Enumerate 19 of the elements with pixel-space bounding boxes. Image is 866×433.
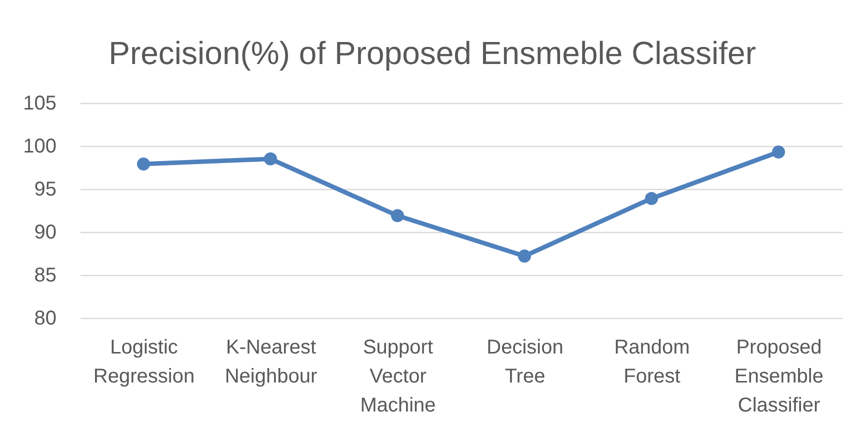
point xyxy=(518,250,532,263)
y-tick-label: 80 xyxy=(34,308,56,330)
point xyxy=(644,192,658,205)
x-tick-label: Decision Tree xyxy=(486,336,564,388)
y-tick-label: 105 xyxy=(23,92,56,114)
x-tick-label: Support Vector Machine xyxy=(360,336,436,416)
chart-title: Precision(%) of Proposed Ensmeble Classifer xyxy=(108,35,756,71)
point xyxy=(264,152,278,166)
point xyxy=(390,209,404,222)
x-tick-label: Proposed Ensemble Classifier xyxy=(734,336,824,416)
x-tick-label: Logistic Regression xyxy=(93,336,195,388)
x-tick-label: Random Forest xyxy=(614,336,690,388)
point xyxy=(136,158,150,171)
x-tick-label: K-Nearest Neighbour xyxy=(224,336,318,388)
y-tick-label: 85 xyxy=(34,264,56,286)
point xyxy=(772,146,786,159)
y-tick-label: 95 xyxy=(34,178,56,200)
y-tick-label: 90 xyxy=(34,222,56,244)
y-tick-label: 100 xyxy=(23,136,56,158)
